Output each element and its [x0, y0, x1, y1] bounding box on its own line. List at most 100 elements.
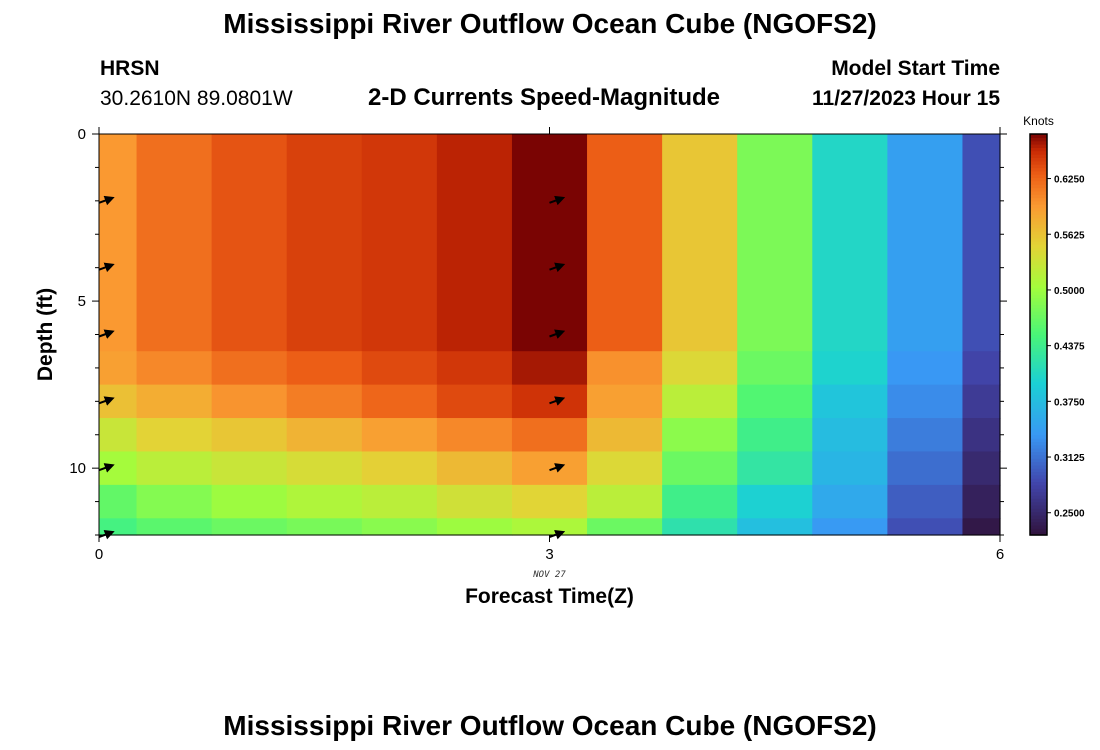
colorbar-band [1030, 428, 1047, 433]
colorbar-band [1030, 237, 1047, 242]
colorbar-band [1030, 344, 1047, 349]
heatmap-cell [887, 451, 964, 486]
colorbar-band [1030, 210, 1047, 215]
current-arrow [98, 329, 115, 339]
colorbar-band [1030, 434, 1047, 439]
heatmap-cell [962, 418, 1001, 453]
colorbar-band [1030, 321, 1047, 326]
colorbar-band [1030, 401, 1047, 406]
heatmap-cell [286, 418, 363, 453]
colorbar-band [1030, 351, 1047, 356]
colorbar-band [1030, 177, 1047, 182]
colorbar-band [1030, 391, 1047, 396]
y-axis-title: Depth (ft) [34, 288, 57, 381]
colorbar-band [1030, 441, 1047, 446]
heatmap-cell [812, 451, 888, 486]
colorbar-band [1030, 524, 1047, 529]
colorbar-band [1030, 381, 1047, 386]
current-arrow [549, 262, 566, 273]
colorbar-band [1030, 184, 1047, 189]
colorbar-tick-label: 0.6250 [1054, 175, 1085, 186]
heatmap-cell [511, 384, 588, 419]
current-arrow [98, 195, 115, 206]
colorbar-band [1030, 167, 1047, 172]
colorbar-band [1030, 170, 1047, 175]
colorbar-band [1030, 334, 1047, 339]
colorbar-band [1030, 414, 1047, 419]
heatmap-cell [286, 451, 363, 486]
station-coordinates: 30.2610N 89.0801W [100, 87, 293, 110]
heatmap-cell [587, 518, 663, 536]
heatmap-cells [99, 134, 1001, 536]
colorbar-band [1030, 341, 1047, 346]
colorbar-band [1030, 451, 1047, 456]
colorbar-band [1030, 431, 1047, 436]
colorbar-band [1030, 187, 1047, 192]
heatmap-cell [99, 134, 138, 352]
colorbar-band [1030, 214, 1047, 219]
heatmap-cell [737, 518, 813, 536]
heatmap-cell [887, 384, 964, 419]
colorbar-band [1030, 528, 1047, 533]
colorbar-band [1030, 227, 1047, 232]
heatmap-cell [662, 134, 738, 352]
heatmap-cell [99, 351, 138, 386]
colorbar-band [1030, 468, 1047, 473]
colorbar-band [1030, 508, 1047, 513]
heatmap-cell [887, 484, 964, 519]
colorbar-tick-label: 0.4375 [1054, 342, 1085, 353]
colorbar-band [1030, 234, 1047, 239]
heatmap-cell [286, 484, 363, 519]
colorbar-band [1030, 444, 1047, 449]
plot-axes: 0 5 10 0 3 6 NOV 27 Forecast Time(Z) Depth (ft) [34, 126, 1007, 608]
heatmap-cell [962, 384, 1001, 419]
colorbar-band [1030, 180, 1047, 185]
colorbar-tick-label: 0.5000 [1054, 286, 1085, 297]
current-arrow [549, 463, 566, 473]
chart-subtitle: 2-D Currents Speed-Magnitude [368, 84, 721, 111]
colorbar-band [1030, 164, 1047, 169]
heatmap-cell [587, 484, 663, 519]
heatmap-cell [361, 351, 438, 386]
colorbar-band [1030, 250, 1047, 255]
heatmap-cell [812, 518, 888, 536]
colorbar-band [1030, 217, 1047, 222]
current-arrow [98, 463, 115, 473]
model-start-value: 11/27/2023 Hour 15 [812, 87, 1000, 110]
colorbar-band [1030, 484, 1047, 489]
heatmap-cell [136, 518, 213, 536]
current-arrow [98, 262, 115, 273]
heatmap-cell [361, 134, 438, 352]
colorbar-band [1030, 144, 1047, 148]
colorbar-band [1030, 204, 1047, 209]
colorbar-band [1030, 461, 1047, 466]
colorbar-band [1030, 154, 1047, 158]
heatmap-cell [511, 484, 588, 519]
colorbar-band [1030, 337, 1047, 342]
heatmap-cell [737, 351, 813, 386]
heatmap-cell [587, 418, 663, 453]
colorbar-band [1030, 347, 1047, 352]
colorbar-label: Knots [1023, 114, 1054, 128]
heatmap-cell [136, 384, 213, 419]
heatmap-cell [812, 351, 888, 386]
heatmap-cell [136, 451, 213, 486]
x-tick-label: 0 [95, 546, 103, 563]
colorbar-band [1030, 474, 1047, 479]
colorbar-band [1030, 287, 1047, 292]
heatmap-cell [211, 451, 288, 486]
colorbar-band [1030, 397, 1047, 402]
heatmap-cell [436, 451, 513, 486]
colorbar-tick-label: 0.2500 [1054, 509, 1085, 520]
chart-title: Mississippi River Outflow Ocean Cube (NG… [223, 8, 877, 39]
heatmap-cell [962, 484, 1001, 519]
colorbar-band [1030, 448, 1047, 453]
colorbar-band [1030, 147, 1047, 152]
model-start-label: Model Start Time [831, 57, 1000, 80]
heatmap-cell [361, 451, 438, 486]
colorbar-band [1030, 207, 1047, 212]
colorbar-band [1030, 254, 1047, 259]
heatmap-cell [662, 518, 738, 536]
colorbar-band [1030, 531, 1047, 536]
colorbar-band [1030, 478, 1047, 483]
